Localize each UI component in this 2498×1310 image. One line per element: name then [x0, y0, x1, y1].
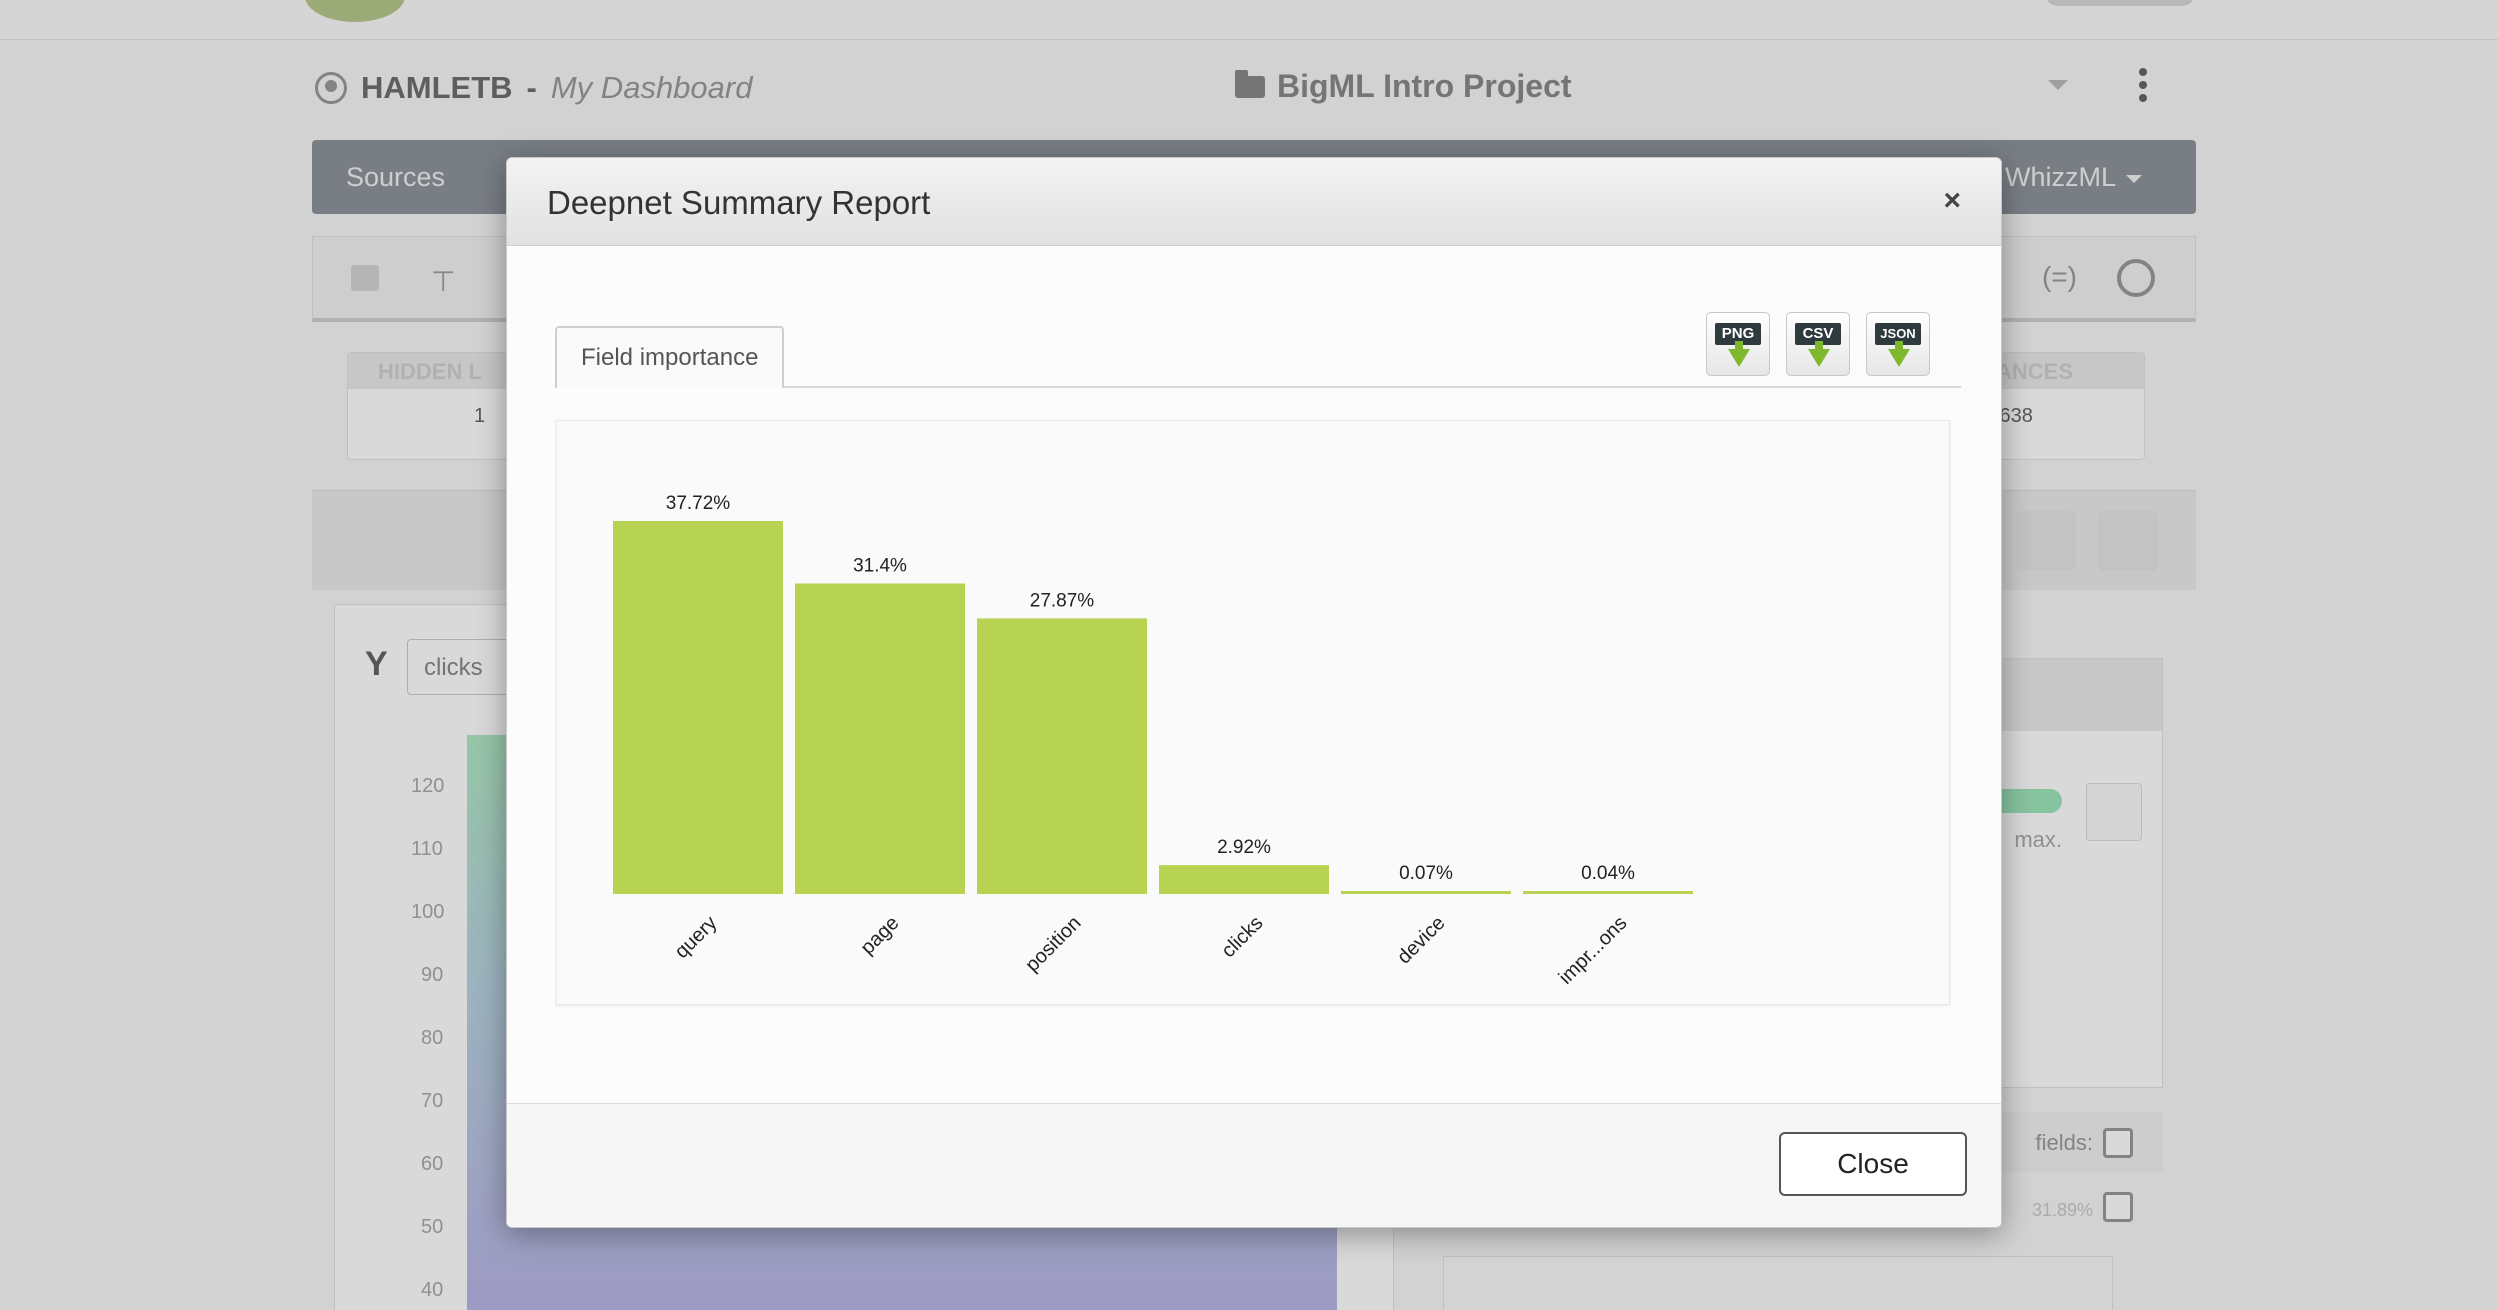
- tab-bar: Field importance: [555, 326, 1961, 388]
- category-label: clicks: [1217, 912, 1267, 962]
- percent-row: 31.89%: [1403, 1180, 2163, 1240]
- y-tick: 100: [411, 901, 445, 923]
- y-tick: 120: [411, 775, 445, 797]
- refresh-icon[interactable]: [2016, 511, 2076, 571]
- y-tick: 70: [421, 1090, 444, 1112]
- chevron-down-icon[interactable]: [2126, 175, 2142, 183]
- png-download-icon[interactable]: [2098, 511, 2158, 571]
- stat-value: ,638: [1994, 405, 2033, 427]
- top-button[interactable]: [2045, 0, 2195, 6]
- bar-position[interactable]: [977, 618, 1147, 894]
- fields-checkbox[interactable]: [2103, 1128, 2133, 1158]
- chevron-down-icon[interactable]: [2048, 80, 2068, 90]
- download-arrow-icon: [1888, 341, 1910, 367]
- y-axis-label: Y: [365, 645, 388, 683]
- stat-value: 1: [474, 405, 486, 427]
- range-slider[interactable]: [1992, 789, 2062, 813]
- category-label: position: [1021, 912, 1085, 976]
- close-button[interactable]: Close: [1779, 1132, 1967, 1196]
- field-importance-svg: 37.72% query 31.4% page 27.87% position 2.92% c…: [613, 493, 1693, 989]
- y-tick: 90: [421, 964, 444, 986]
- download-arrow-icon: [1808, 341, 1830, 367]
- nav-whizzml[interactable]: WhizzML: [2004, 162, 2116, 192]
- tab-field-importance[interactable]: Field importance: [555, 326, 785, 388]
- bar-query[interactable]: [613, 521, 783, 894]
- modal-body: Field importance PNG CSV JSON 37.72% quer…: [507, 246, 2001, 1104]
- percent-checkbox[interactable]: [2103, 1192, 2133, 1222]
- user-icon: [315, 72, 347, 104]
- bar-page[interactable]: [795, 583, 965, 894]
- stat-head: ANCES: [1988, 353, 2144, 389]
- category-label: device: [1393, 912, 1449, 968]
- project-selector[interactable]: BigML Intro Project: [1235, 68, 1572, 105]
- bottom-box: [1443, 1256, 2113, 1310]
- bar-value-label: 0.04%: [1581, 863, 1635, 884]
- y-tick: 60: [421, 1153, 444, 1175]
- bar-value-label: 0.07%: [1399, 863, 1453, 884]
- bar-value-label: 2.92%: [1217, 837, 1271, 858]
- json-icon: JSON: [1875, 323, 1921, 345]
- category-label: impr...ons: [1555, 912, 1632, 989]
- download-json-button[interactable]: JSON: [1866, 312, 1930, 376]
- bar-value-label: 37.72%: [666, 493, 731, 514]
- y-tick: 50: [421, 1216, 444, 1238]
- formula-icon[interactable]: (=): [2042, 261, 2077, 292]
- bar-improns[interactable]: [1523, 891, 1693, 894]
- modal-title: Deepnet Summary Report: [547, 184, 931, 221]
- category-label: page: [857, 912, 904, 959]
- stat-instances: ANCES ,638: [1987, 352, 2145, 460]
- bar-clicks[interactable]: [1159, 865, 1329, 894]
- fields-label: fields:: [2035, 1130, 2093, 1155]
- project-name: BigML Intro Project: [1277, 68, 1572, 104]
- top-bar: [0, 0, 2498, 40]
- info-icon[interactable]: [2117, 259, 2155, 297]
- download-arrow-icon: [1728, 341, 1750, 367]
- field-importance-chart: 37.72% query 31.4% page 27.87% position 2.92% c…: [556, 420, 1950, 1005]
- modal-footer: Close: [507, 1103, 2001, 1227]
- avatar[interactable]: [305, 0, 405, 22]
- png-icon: PNG: [1715, 323, 1761, 345]
- download-png-button[interactable]: PNG: [1706, 312, 1770, 376]
- deepnet-summary-modal: Deepnet Summary Report × Field importanc…: [506, 157, 2002, 1228]
- bar-value-label: 27.87%: [1030, 590, 1095, 611]
- y-tick: 80: [421, 1027, 444, 1049]
- kebab-menu-icon[interactable]: [2138, 68, 2148, 106]
- user-name[interactable]: HAMLETB: [361, 70, 513, 105]
- y-tick: 40: [421, 1279, 444, 1301]
- y-tick: 110: [411, 838, 443, 860]
- bar-device[interactable]: [1341, 891, 1511, 894]
- percent-label: 31.89%: [2031, 1200, 2093, 1220]
- modal-header: Deepnet Summary Report ×: [507, 158, 2001, 246]
- download-csv-button[interactable]: CSV: [1786, 312, 1850, 376]
- lock-icon[interactable]: [351, 265, 379, 291]
- user-breadcrumb: HAMLETB - My Dashboard: [315, 70, 752, 106]
- total-icon[interactable]: [2086, 783, 2142, 841]
- breadcrumb-separator: -: [526, 70, 537, 105]
- category-label: query: [671, 912, 722, 963]
- bar-value-label: 31.4%: [853, 555, 907, 576]
- nav-sources[interactable]: Sources: [346, 162, 446, 192]
- dashboard-link[interactable]: My Dashboard: [550, 70, 753, 105]
- max-label: max.: [2014, 827, 2062, 852]
- close-icon[interactable]: ×: [1943, 184, 1961, 217]
- csv-icon: CSV: [1795, 323, 1841, 345]
- folder-icon: [1235, 69, 1265, 98]
